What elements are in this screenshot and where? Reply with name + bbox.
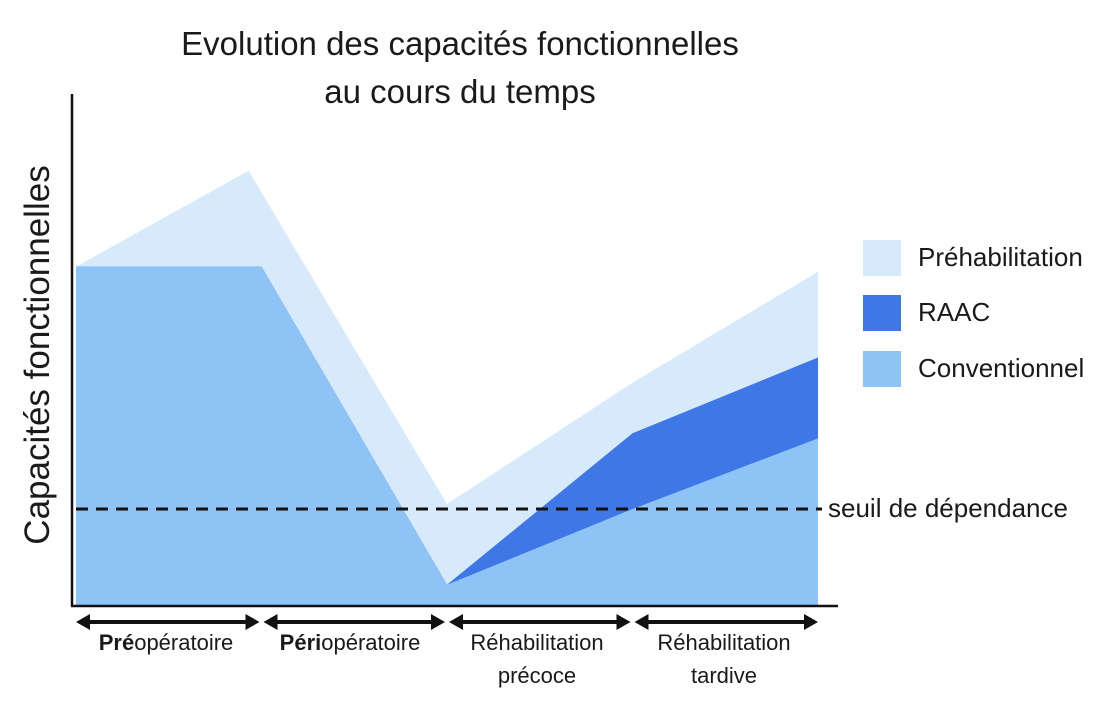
title-line-1: Evolution des capacités fonctionnelles bbox=[181, 25, 739, 62]
legend-item-raac: RAAC bbox=[863, 295, 1119, 331]
phase-label-preoperatoire: Préopératoire bbox=[98, 630, 234, 655]
threshold-label: seuil de dépendance bbox=[828, 493, 1068, 523]
legend-label-prehabilitation: Préhabilitation bbox=[918, 242, 1083, 272]
legend-label-conventionnel: Conventionnel bbox=[918, 353, 1085, 383]
phase-arrow-preoperatoire-head-left bbox=[76, 614, 90, 630]
phase-arrow-rehab-precoce-head-left bbox=[449, 614, 463, 630]
phase-label-perioperatoire: Périopératoire bbox=[279, 630, 421, 655]
legend-swatch-prehabilitation bbox=[863, 240, 901, 276]
area-conventionnel bbox=[76, 266, 818, 605]
legend-swatch-conventionnel bbox=[863, 351, 901, 387]
legend-label-raac: RAAC bbox=[918, 297, 991, 327]
legend-item-conventionnel: Conventionnel bbox=[863, 351, 1119, 387]
phase-arrow-rehab-precoce-head-right bbox=[616, 614, 631, 630]
chart-title: Evolution des capacités fonctionnelles a… bbox=[150, 20, 770, 116]
legend-swatch-raac bbox=[863, 295, 901, 331]
phase-arrow-perioperatoire-head-right bbox=[431, 614, 445, 630]
phase-arrow-rehab-tardive-head-left bbox=[634, 614, 649, 630]
phase-arrow-preoperatoire-head-right bbox=[245, 614, 260, 630]
phase-arrow-perioperatoire-head-left bbox=[263, 614, 278, 630]
phase-arrow-rehab-tardive-head-right bbox=[804, 614, 818, 630]
phase-label-rehab-tardive: Réhabilitation tardive bbox=[657, 630, 791, 688]
phase-label-rehab-precoce: Réhabilitation précoce bbox=[470, 630, 604, 688]
title-line-2: au cours du temps bbox=[324, 73, 596, 110]
legend-item-prehabilitation: Préhabilitation bbox=[863, 240, 1119, 276]
